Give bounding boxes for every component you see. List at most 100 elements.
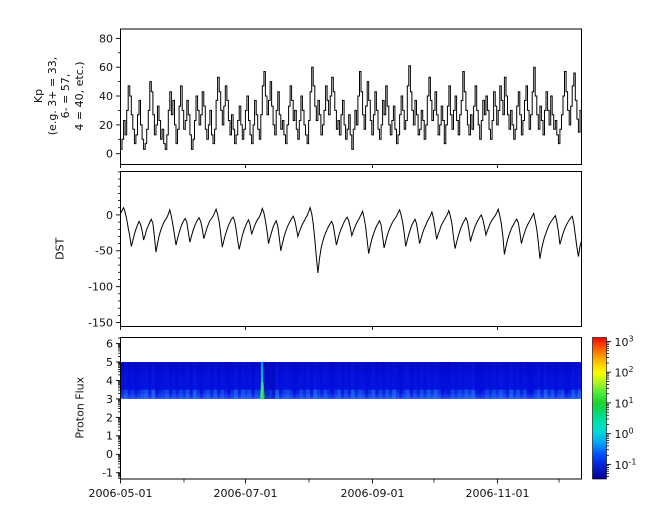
flux-band-lower-glow	[130, 389, 135, 399]
flux-band-stripe	[467, 362, 472, 399]
flux-band-lower-glow	[578, 389, 582, 399]
flux-band-lower-glow	[251, 389, 255, 399]
flux-streak	[260, 362, 264, 399]
dst-axis-label: DST	[53, 237, 67, 260]
colorbar-tick-exponent: 0	[629, 427, 634, 436]
flux-band-lower-glow	[137, 389, 142, 399]
kp-index-plot-area	[120, 65, 582, 150]
flux-band-stripe	[213, 362, 218, 399]
flux-band-lower-glow	[471, 389, 476, 399]
flux-band-stripe	[333, 362, 338, 399]
flux-band-lower-glow	[378, 389, 383, 399]
proton-flux-axis-label: Proton Flux	[73, 376, 87, 439]
flux-band-stripe	[492, 362, 496, 399]
flux-band-stripe	[557, 362, 562, 399]
flux-band-lower-glow	[492, 389, 496, 399]
flux-band-stripe	[574, 362, 579, 399]
flux-band-lower-glow	[467, 389, 472, 399]
flux-band-lower-glow	[457, 389, 462, 399]
flux-band-stripe	[130, 362, 135, 399]
flux-band-lower-glow	[282, 389, 286, 399]
flux-band-lower-glow	[127, 389, 132, 399]
flux-band-stripe	[178, 362, 183, 399]
flux-band-lower-glow	[161, 389, 166, 399]
y-tick-label: 3	[106, 393, 113, 406]
flux-band-stripe	[361, 362, 366, 399]
flux-band-lower-glow	[540, 389, 544, 399]
flux-band-stripe	[299, 362, 304, 399]
flux-band-lower-glow	[474, 389, 479, 399]
flux-band-stripe	[313, 362, 317, 399]
flux-band-lower-glow	[402, 389, 407, 399]
flux-band-lower-glow	[120, 389, 125, 399]
flux-band-lower-glow	[523, 389, 527, 399]
flux-band-lower-glow	[299, 389, 304, 399]
flux-band-lower-glow	[189, 389, 194, 399]
y-tick-label: 0	[106, 148, 113, 161]
flux-band-stripe	[151, 362, 156, 399]
flux-band-lower-glow	[571, 389, 575, 399]
flux-band-stripe	[461, 362, 465, 399]
flux-band-lower-glow	[560, 389, 565, 399]
flux-band-lower-glow	[354, 389, 359, 399]
flux-streak-flare	[259, 382, 266, 399]
flux-band-lower-glow	[519, 389, 524, 399]
flux-band-stripe	[161, 362, 166, 399]
flux-band-stripe	[220, 362, 225, 399]
kp-axis-label-line2: (e.g. 3+ = 33,	[45, 56, 59, 136]
flux-band-lower-glow	[461, 389, 465, 399]
y-tick-label: -100	[88, 281, 113, 294]
flux-band-stripe	[337, 362, 341, 399]
flux-band-stripe	[247, 362, 252, 399]
flux-band-lower-glow	[553, 389, 558, 399]
flux-band-lower-glow	[268, 389, 273, 399]
flux-band-stripe	[402, 362, 407, 399]
flux-band-stripe	[203, 362, 207, 399]
flux-band-stripe	[457, 362, 462, 399]
flux-band-lower-glow	[509, 389, 513, 399]
flux-band-stripe	[406, 362, 410, 399]
dst-index-plot-area	[120, 206, 582, 274]
flux-band-stripe	[357, 362, 362, 399]
flux-band-lower-glow	[151, 389, 156, 399]
flux-band-stripe	[560, 362, 565, 399]
y-tick-label: 0	[106, 209, 113, 222]
flux-band-lower-glow	[426, 389, 431, 399]
flux-band-stripe	[144, 362, 149, 399]
flux-band-lower-glow	[412, 389, 417, 399]
flux-band-stripe	[344, 362, 348, 399]
flux-band-stripe	[316, 362, 321, 399]
y-tick-label: 0	[106, 448, 113, 461]
flux-band-lower-glow	[485, 389, 489, 399]
x-tick-label: 2006-11-01	[466, 487, 530, 500]
flux-dark-patch	[264, 362, 276, 399]
colorbar-tick-exponent: -1	[629, 457, 637, 466]
flux-band-lower-glow	[134, 389, 138, 399]
flux-band-lower-glow	[488, 389, 493, 399]
flux-band-lower-glow	[536, 389, 541, 399]
flux-band-stripe	[533, 362, 538, 399]
flux-band-stripe	[464, 362, 469, 399]
flux-band-stripe	[578, 362, 582, 399]
flux-band-lower-glow	[381, 389, 386, 399]
flux-band-lower-glow	[340, 389, 345, 399]
flux-band-lower-glow	[264, 389, 269, 399]
flux-band-lower-glow	[495, 389, 500, 399]
flux-band-lower-glow	[158, 389, 163, 399]
flux-band-stripe	[495, 362, 500, 399]
flux-band-stripe	[471, 362, 476, 399]
flux-band-stripe	[254, 362, 259, 399]
colorbar-tick-label: 10-1	[615, 457, 637, 472]
y-tick-label: 4	[106, 374, 113, 387]
flux-band-lower-glow	[333, 389, 338, 399]
flux-band-stripe	[412, 362, 417, 399]
flux-band-stripe	[240, 362, 245, 399]
flux-band-lower-glow	[533, 389, 538, 399]
flux-band-lower-glow	[326, 389, 331, 399]
colorbar	[592, 337, 607, 480]
flux-band-lower-glow	[361, 389, 366, 399]
flux-band-stripe	[509, 362, 513, 399]
flux-band-lower-glow	[168, 389, 173, 399]
colorbar-tick-exponent: 1	[629, 396, 634, 405]
flux-band-stripe	[196, 362, 200, 399]
